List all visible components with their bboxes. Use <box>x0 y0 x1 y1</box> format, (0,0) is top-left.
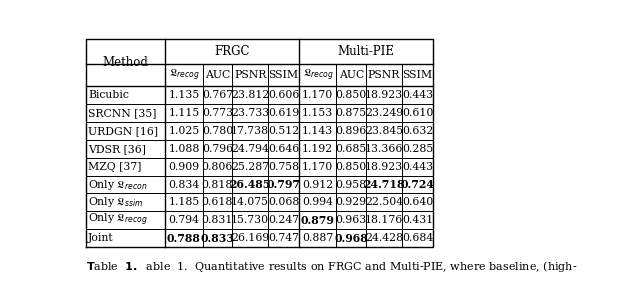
Text: 0.875: 0.875 <box>336 108 367 118</box>
Text: AUC: AUC <box>339 70 364 80</box>
Text: 0.887: 0.887 <box>302 233 333 243</box>
Text: 1.170: 1.170 <box>302 90 333 100</box>
Text: $\mathfrak{L}_{recog}$: $\mathfrak{L}_{recog}$ <box>168 68 199 83</box>
Text: 0.247: 0.247 <box>268 215 299 225</box>
Text: Bicubic: Bicubic <box>88 90 129 100</box>
Text: SRCNN [35]: SRCNN [35] <box>88 108 156 118</box>
Text: Joint: Joint <box>88 233 113 243</box>
Text: 1.153: 1.153 <box>302 108 333 118</box>
Text: 0.806: 0.806 <box>202 162 233 172</box>
Text: 0.834: 0.834 <box>168 179 200 190</box>
Text: 0.640: 0.640 <box>402 198 433 207</box>
Text: $\mathfrak{L}_{recog}$: $\mathfrak{L}_{recog}$ <box>303 68 333 83</box>
Text: FRGC: FRGC <box>214 46 250 58</box>
Text: 22.504: 22.504 <box>365 198 403 207</box>
Text: 0.909: 0.909 <box>168 162 200 172</box>
Text: 0.780: 0.780 <box>202 126 233 136</box>
Text: 0.879: 0.879 <box>301 215 335 226</box>
Text: 0.443: 0.443 <box>402 90 433 100</box>
Text: SSIM: SSIM <box>403 70 433 80</box>
Text: 0.850: 0.850 <box>336 162 367 172</box>
Text: 0.929: 0.929 <box>336 198 367 207</box>
Text: 0.610: 0.610 <box>402 108 433 118</box>
Text: 23.845: 23.845 <box>365 126 403 136</box>
Text: PSNR: PSNR <box>234 70 266 80</box>
Text: 0.646: 0.646 <box>268 144 300 154</box>
Text: 13.366: 13.366 <box>365 144 403 154</box>
Text: 15.730: 15.730 <box>231 215 269 225</box>
Text: 0.758: 0.758 <box>268 162 299 172</box>
Text: 0.896: 0.896 <box>336 126 367 136</box>
Text: $\mathbf{T}$able  $\mathbf{1.}$  able  1.  Quantitative results on FRGC and Mult: $\mathbf{T}$able $\mathbf{1.}$ able 1. Q… <box>86 259 577 274</box>
Text: Method: Method <box>102 56 148 69</box>
Text: 18.923: 18.923 <box>365 90 403 100</box>
Text: 23.733: 23.733 <box>231 108 269 118</box>
Text: 24.428: 24.428 <box>365 233 403 243</box>
Text: 23.249: 23.249 <box>365 108 403 118</box>
Text: 0.285: 0.285 <box>402 144 433 154</box>
Text: Only $\mathfrak{L}_{ssim}$: Only $\mathfrak{L}_{ssim}$ <box>88 195 143 209</box>
Text: MZQ [37]: MZQ [37] <box>88 162 141 172</box>
Text: 0.684: 0.684 <box>402 233 433 243</box>
Text: SSIM: SSIM <box>269 70 299 80</box>
Text: 26.169: 26.169 <box>231 233 269 243</box>
Text: 0.994: 0.994 <box>302 198 333 207</box>
Text: 0.606: 0.606 <box>268 90 300 100</box>
Text: 0.850: 0.850 <box>336 90 367 100</box>
Text: 14.075: 14.075 <box>231 198 269 207</box>
Text: 0.431: 0.431 <box>402 215 433 225</box>
Text: 0.796: 0.796 <box>202 144 233 154</box>
Text: 1.192: 1.192 <box>302 144 333 154</box>
Text: 0.443: 0.443 <box>402 162 433 172</box>
Text: 0.632: 0.632 <box>402 126 433 136</box>
Text: 24.794: 24.794 <box>231 144 269 154</box>
Text: 1.135: 1.135 <box>168 90 200 100</box>
Text: 0.773: 0.773 <box>202 108 233 118</box>
Text: 1.185: 1.185 <box>168 198 200 207</box>
Text: 1.088: 1.088 <box>168 144 200 154</box>
Text: 0.767: 0.767 <box>202 90 233 100</box>
Text: PSNR: PSNR <box>368 70 400 80</box>
Text: URDGN [16]: URDGN [16] <box>88 126 158 136</box>
Text: VDSR [36]: VDSR [36] <box>88 144 146 154</box>
Text: 1.115: 1.115 <box>168 108 200 118</box>
Text: 0.831: 0.831 <box>202 215 233 225</box>
Text: 0.958: 0.958 <box>336 179 367 190</box>
Text: 1.170: 1.170 <box>302 162 333 172</box>
Text: 0.724: 0.724 <box>401 179 435 190</box>
Text: AUC: AUC <box>205 70 230 80</box>
Text: 0.618: 0.618 <box>202 198 233 207</box>
Text: 23.812: 23.812 <box>231 90 269 100</box>
Text: 17.738: 17.738 <box>231 126 269 136</box>
Text: 18.176: 18.176 <box>365 215 403 225</box>
Text: 0.068: 0.068 <box>268 198 300 207</box>
Text: 0.818: 0.818 <box>202 179 233 190</box>
Text: 0.788: 0.788 <box>167 233 201 244</box>
Text: Multi-PIE: Multi-PIE <box>338 46 395 58</box>
Text: 0.797: 0.797 <box>267 179 301 190</box>
Text: 24.718: 24.718 <box>364 179 404 190</box>
Text: 25.287: 25.287 <box>231 162 269 172</box>
Text: Only $\mathfrak{L}_{recog}$: Only $\mathfrak{L}_{recog}$ <box>88 212 147 228</box>
Text: 0.968: 0.968 <box>335 233 368 244</box>
Text: 26.485: 26.485 <box>230 179 271 190</box>
Text: 0.963: 0.963 <box>336 215 367 225</box>
Text: 0.685: 0.685 <box>336 144 367 154</box>
Text: 0.794: 0.794 <box>168 215 200 225</box>
Text: Only $\mathfrak{L}_{recon}$: Only $\mathfrak{L}_{recon}$ <box>88 177 147 192</box>
Text: 0.747: 0.747 <box>268 233 299 243</box>
Text: 18.923: 18.923 <box>365 162 403 172</box>
Text: 1.025: 1.025 <box>168 126 200 136</box>
Text: 1.143: 1.143 <box>302 126 333 136</box>
Text: 0.912: 0.912 <box>302 179 333 190</box>
Text: 0.619: 0.619 <box>268 108 300 118</box>
Text: 0.512: 0.512 <box>268 126 300 136</box>
Text: 0.833: 0.833 <box>200 233 234 244</box>
